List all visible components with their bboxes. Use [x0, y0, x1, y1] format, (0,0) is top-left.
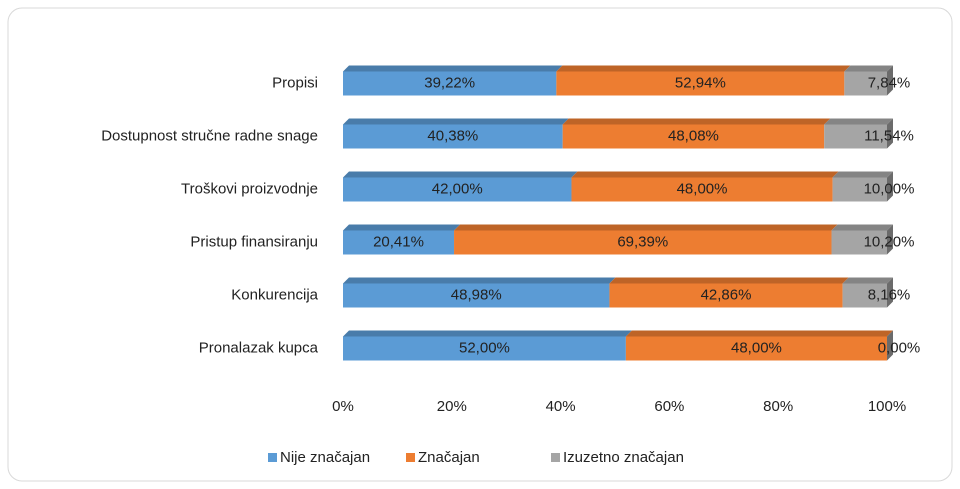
bar-top [609, 277, 849, 284]
bar-segment [562, 118, 831, 149]
bar-top [831, 224, 893, 231]
data-label: 52,00% [459, 339, 510, 356]
data-label: 40,38% [427, 127, 478, 144]
bar-top [343, 224, 461, 231]
bar [343, 336, 626, 361]
data-label: 42,00% [432, 180, 483, 197]
y-tick-label: Pronalazak kupca [199, 339, 319, 356]
x-tick-label: 0% [332, 398, 354, 415]
y-tick-label: Pristup finansiranju [190, 233, 318, 250]
bar-top [571, 171, 839, 178]
bar-top [343, 330, 632, 337]
x-tick-label: 80% [763, 398, 793, 415]
legend-label: Izuzetno značajan [563, 449, 684, 466]
bar [844, 71, 887, 96]
data-label: 39,22% [424, 74, 475, 91]
data-label: 0,00% [878, 339, 921, 356]
bar-top [832, 171, 893, 178]
bar-segment [842, 277, 893, 308]
bar-segment [625, 330, 893, 361]
bar-top [824, 118, 893, 125]
data-label: 48,00% [731, 339, 782, 356]
bar-side [887, 224, 893, 255]
bar-side [887, 330, 893, 361]
data-label: 10,00% [864, 180, 915, 197]
bar-top [844, 65, 893, 72]
bar [609, 283, 843, 308]
x-tick-label: 20% [437, 398, 467, 415]
bar-side [887, 277, 893, 308]
bar [571, 177, 833, 202]
x-tick-label: 60% [654, 398, 684, 415]
bar-segment [844, 65, 893, 96]
bar-top [454, 224, 838, 231]
bar-segment [343, 118, 569, 149]
legend-label: Značajan [418, 449, 480, 466]
bar-segment [556, 65, 851, 96]
bar [824, 124, 887, 149]
y-tick-label: Propisi [272, 74, 318, 91]
bar-segment [343, 171, 578, 202]
data-label: 42,86% [701, 286, 752, 303]
bar [343, 177, 572, 202]
bar-segment [571, 171, 839, 202]
bar [343, 230, 455, 255]
bar-top [343, 171, 578, 178]
x-tick-label: 100% [868, 398, 906, 415]
legend-label: Nije značajan [280, 449, 370, 466]
bar-segment [832, 171, 893, 202]
data-label: 48,00% [677, 180, 728, 197]
y-tick-label: Konkurencija [231, 286, 318, 303]
bar-top [343, 118, 569, 125]
data-label: 69,39% [617, 233, 668, 250]
bar [343, 283, 610, 308]
bar-segment [343, 65, 563, 96]
bar-segment [343, 224, 461, 255]
bar-top [343, 65, 563, 72]
bar-segment [454, 224, 838, 255]
bar-top [562, 118, 831, 125]
y-tick-label: Troškovi proizvodnje [181, 180, 318, 197]
bar-top [842, 277, 893, 284]
data-label: 10,20% [864, 233, 915, 250]
data-label: 48,08% [668, 127, 719, 144]
bar [454, 230, 832, 255]
bar-segment [887, 330, 893, 361]
bar-segment [343, 277, 616, 308]
bar [831, 230, 887, 255]
bar [842, 283, 887, 308]
legend-swatch [406, 453, 415, 462]
legend-swatch [551, 453, 560, 462]
bar-side [887, 65, 893, 96]
bar [343, 71, 557, 96]
bar-segment [824, 118, 893, 149]
bar-segment [609, 277, 849, 308]
data-label: 20,41% [373, 233, 424, 250]
bar [832, 177, 887, 202]
data-label: 48,98% [451, 286, 502, 303]
bar [556, 71, 845, 96]
bar-top [556, 65, 851, 72]
data-label: 11,54% [864, 127, 914, 144]
x-tick-label: 40% [546, 398, 576, 415]
bar-side [887, 118, 893, 149]
bar-top [343, 277, 616, 284]
bar-segment [343, 330, 632, 361]
bar [625, 336, 887, 361]
data-label: 52,94% [675, 74, 726, 91]
bar-side [887, 171, 893, 202]
data-label: 7,84% [868, 74, 911, 91]
y-tick-label: Dostupnost stručne radne snage [101, 127, 318, 144]
legend-swatch [268, 453, 277, 462]
data-label: 8,16% [868, 286, 911, 303]
bar-top [625, 330, 893, 337]
bar [562, 124, 825, 149]
bar-segment [831, 224, 893, 255]
bar [343, 124, 563, 149]
